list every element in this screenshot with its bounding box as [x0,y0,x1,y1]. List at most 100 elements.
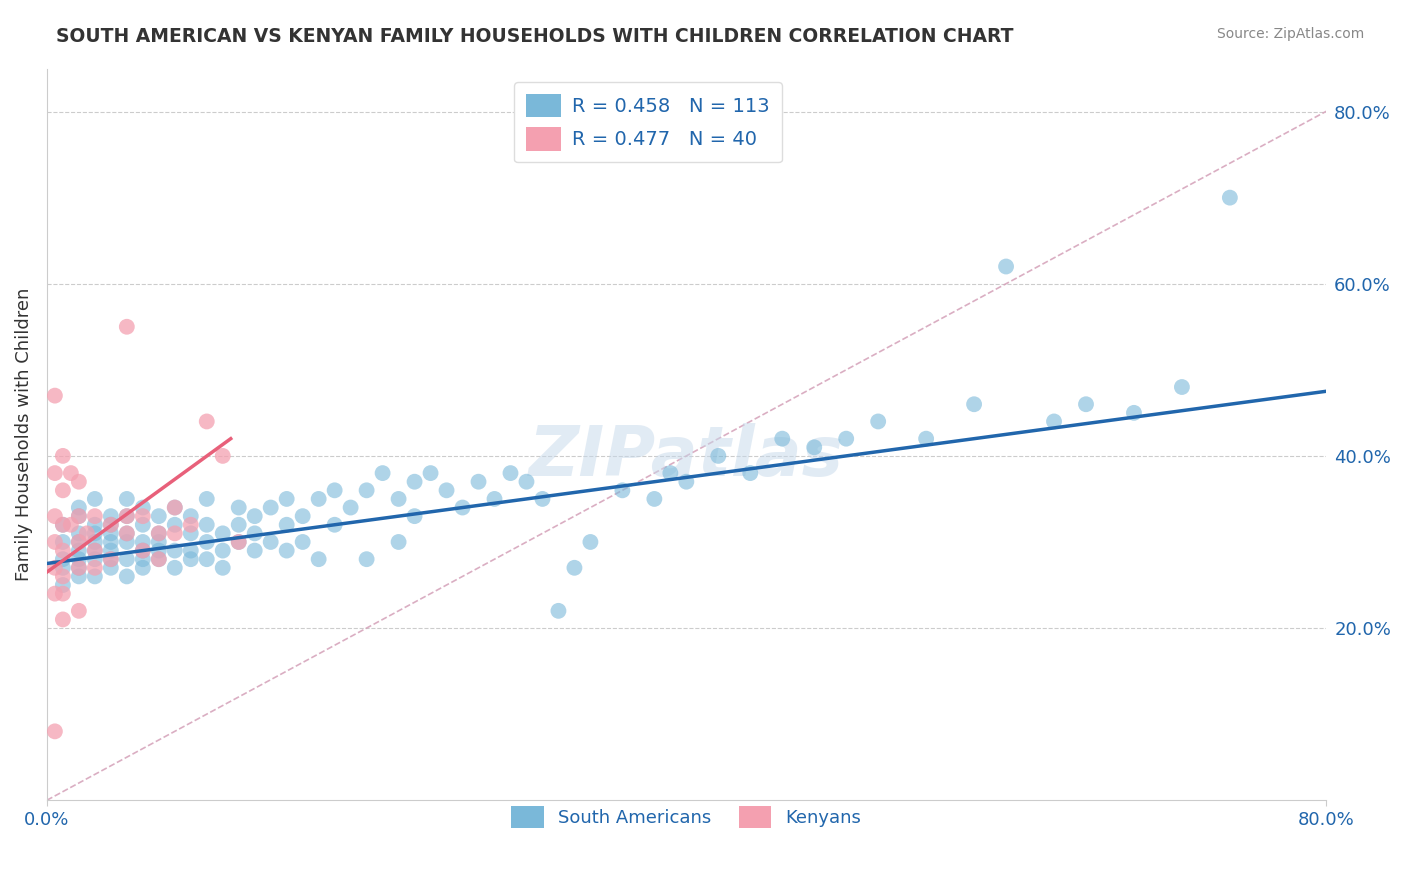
Point [67,543,90,558]
Point [180,526,202,541]
Point [308,491,330,506]
Point [132,517,155,532]
Point [52,517,75,532]
Point [419,466,441,480]
Point [67,535,90,549]
Point [803,440,825,454]
Point [67,604,90,618]
Point [547,604,569,618]
Point [83,552,105,566]
Point [44,724,66,739]
Point [163,500,186,515]
Point [770,432,793,446]
Point [44,509,66,524]
Point [83,509,105,524]
Point [115,535,138,549]
Point [132,535,155,549]
Text: ZIPatlas: ZIPatlas [529,423,844,490]
Point [115,569,138,583]
Point [276,543,298,558]
Point [308,552,330,566]
Point [675,475,697,489]
Point [44,586,66,600]
Point [83,543,105,558]
Point [868,414,890,428]
Y-axis label: Family Households with Children: Family Households with Children [15,288,32,581]
Point [436,483,458,498]
Point [260,535,283,549]
Point [132,543,155,558]
Point [83,535,105,549]
Point [243,526,266,541]
Point [115,526,138,541]
Point [1074,397,1097,411]
Point [1123,406,1146,420]
Point [148,509,170,524]
Point [180,552,202,566]
Point [52,561,75,575]
Point [243,543,266,558]
Point [195,414,218,428]
Point [323,517,346,532]
Point [243,509,266,524]
Point [211,449,233,463]
Point [59,517,82,532]
Point [83,543,105,558]
Point [531,491,554,506]
Point [100,535,122,549]
Point [707,449,730,463]
Point [148,552,170,566]
Point [356,483,378,498]
Point [404,509,426,524]
Point [276,517,298,532]
Point [132,509,155,524]
Point [211,526,233,541]
Point [83,561,105,575]
Point [44,466,66,480]
Point [132,543,155,558]
Text: Source: ZipAtlas.com: Source: ZipAtlas.com [1216,27,1364,41]
Point [132,561,155,575]
Point [148,552,170,566]
Point [276,491,298,506]
Point [148,526,170,541]
Point [67,569,90,583]
Point [291,509,314,524]
Point [67,561,90,575]
Point [387,535,409,549]
Point [100,509,122,524]
Point [180,543,202,558]
Point [83,569,105,583]
Point [67,552,90,566]
Point [484,491,506,506]
Point [612,483,634,498]
Point [115,509,138,524]
Point [52,578,75,592]
Point [163,543,186,558]
Point [323,483,346,498]
Point [100,517,122,532]
Point [195,552,218,566]
Point [67,535,90,549]
Point [83,517,105,532]
Point [52,535,75,549]
Legend: South Americans, Kenyans: South Americans, Kenyans [505,798,869,835]
Point [291,535,314,549]
Point [132,500,155,515]
Point [67,509,90,524]
Point [83,491,105,506]
Point [52,517,75,532]
Point [228,500,250,515]
Point [180,517,202,532]
Point [564,561,586,575]
Point [148,543,170,558]
Point [67,526,90,541]
Point [228,517,250,532]
Point [356,552,378,566]
Point [100,517,122,532]
Point [67,561,90,575]
Point [52,586,75,600]
Point [371,466,394,480]
Point [515,475,537,489]
Text: SOUTH AMERICAN VS KENYAN FAMILY HOUSEHOLDS WITH CHILDREN CORRELATION CHART: SOUTH AMERICAN VS KENYAN FAMILY HOUSEHOL… [56,27,1014,45]
